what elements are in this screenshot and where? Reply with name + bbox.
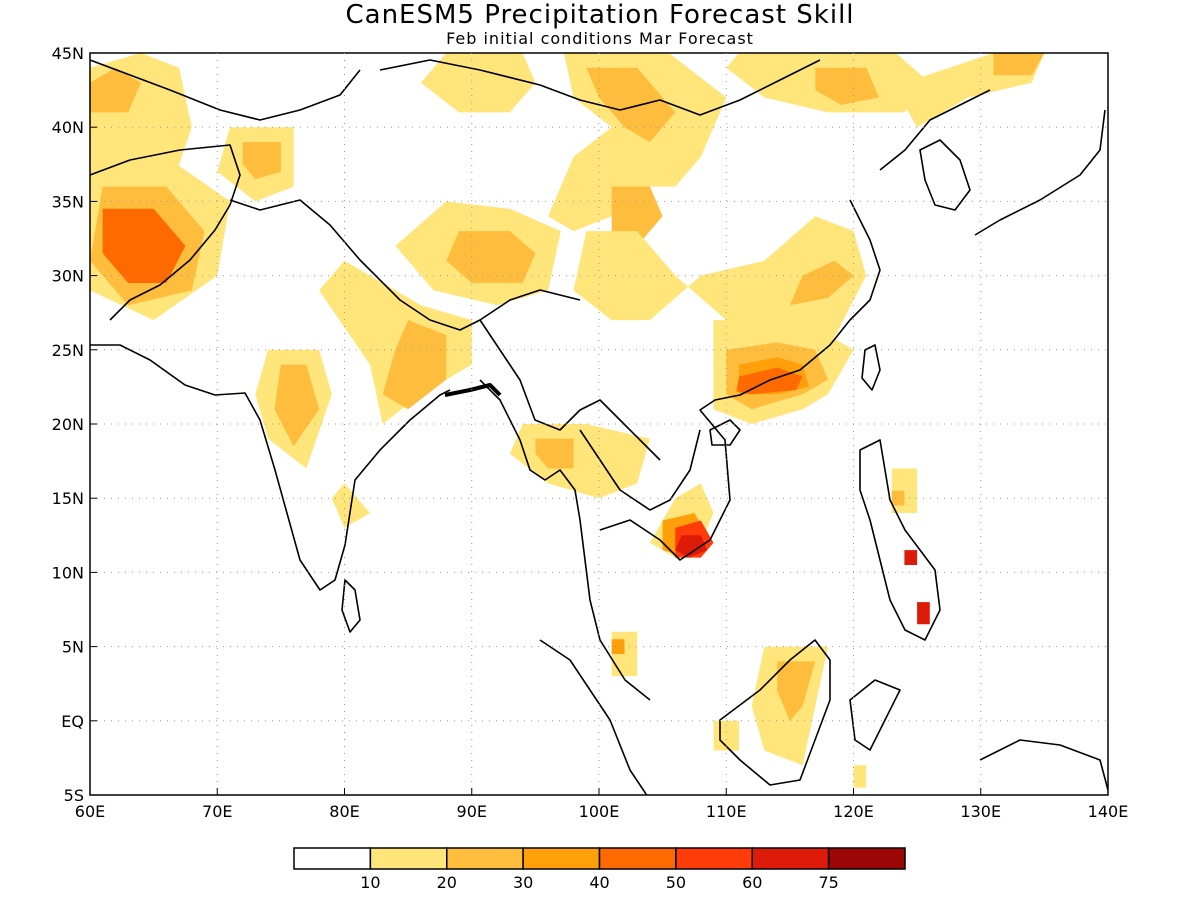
coastline-japan bbox=[974, 109, 1106, 236]
coastline-korea bbox=[919, 139, 971, 211]
x-tick-label: 70E bbox=[202, 802, 232, 821]
colorbar-swatch-5 bbox=[675, 847, 753, 870]
y-tick-label: EQ bbox=[61, 712, 84, 731]
skill-region-29 bbox=[789, 260, 854, 306]
coastline-borneo bbox=[719, 639, 831, 786]
skill-region-41 bbox=[904, 550, 918, 565]
coastline-bangladesh bbox=[444, 383, 502, 397]
colorbar-swatch-4 bbox=[598, 847, 677, 870]
skill-region-42 bbox=[917, 602, 930, 625]
y-tick-label: 5N bbox=[62, 638, 84, 657]
skill-region-33 bbox=[675, 535, 708, 558]
skill-region-34 bbox=[611, 631, 638, 677]
border-china-north-korea bbox=[879, 89, 991, 171]
border-laos-vietnam bbox=[579, 429, 701, 511]
skill-region-43 bbox=[853, 765, 867, 788]
y-tick-label: 35N bbox=[52, 192, 84, 211]
skill-region-13 bbox=[382, 320, 447, 410]
x-tick-label: 90E bbox=[457, 802, 487, 821]
coastline-hainan bbox=[709, 419, 741, 446]
colorbar-swatch-7 bbox=[827, 847, 906, 870]
skill-region-17 bbox=[548, 53, 727, 232]
colorbar-label: 75 bbox=[818, 873, 838, 892]
skill-region-21 bbox=[815, 67, 879, 105]
colorbar-label: 50 bbox=[666, 873, 686, 892]
chart-subtitle: Feb initial conditions Mar Forecast bbox=[446, 29, 754, 48]
border-pakistan bbox=[90, 144, 241, 321]
skill-region-39 bbox=[891, 468, 918, 513]
coastline-indochina bbox=[599, 199, 881, 561]
y-tick-label: 30N bbox=[52, 267, 84, 286]
colorbar-label: 20 bbox=[437, 873, 457, 892]
x-tick-label: 140E bbox=[1088, 802, 1129, 821]
y-tick-label: 10N bbox=[52, 563, 84, 582]
coastline-new-guinea bbox=[979, 739, 1108, 791]
coastline-sulawesi bbox=[849, 679, 901, 751]
skill-region-24 bbox=[573, 216, 867, 350]
skill-region-15 bbox=[535, 438, 574, 469]
y-tick-label: 45N bbox=[52, 44, 84, 63]
skill-region-1 bbox=[90, 67, 141, 113]
skill-region-16 bbox=[420, 53, 536, 113]
y-tick-label: 20N bbox=[52, 415, 84, 434]
colorbar-swatch-3 bbox=[522, 847, 601, 870]
border-myanmar bbox=[479, 319, 661, 461]
x-tick-label: 100E bbox=[579, 802, 620, 821]
coastline-taiwan bbox=[861, 344, 881, 391]
border-central-asia bbox=[90, 59, 361, 121]
coastline-philippines bbox=[859, 439, 941, 641]
y-tick-label: 40N bbox=[52, 118, 84, 137]
coastline-bay-of-bengal-east bbox=[479, 379, 651, 701]
colorbar-label: 40 bbox=[589, 873, 609, 892]
y-tick-label: 15N bbox=[52, 489, 84, 508]
chart-title: CanESM5 Precipitation Forecast Skill bbox=[345, 0, 855, 30]
skill-region-6 bbox=[242, 142, 281, 180]
x-tick-label: 80E bbox=[329, 802, 359, 821]
x-tick-label: 120E bbox=[833, 802, 874, 821]
skill-region-4 bbox=[102, 208, 186, 283]
y-tick-label: 25N bbox=[52, 341, 84, 360]
colorbar-swatch-0 bbox=[293, 847, 372, 870]
skill-region-8 bbox=[274, 364, 320, 447]
colorbar: 10 20 30 40 50 60 75 bbox=[293, 847, 906, 892]
skill-region-35 bbox=[611, 639, 625, 654]
skill-region-14 bbox=[509, 424, 650, 499]
skill-region-40 bbox=[891, 490, 905, 506]
coastline-sri-lanka bbox=[341, 579, 361, 633]
y-tick-label: 5S bbox=[64, 786, 84, 805]
colorbar-label: 30 bbox=[513, 873, 533, 892]
axes-layer: 60E 70E 80E 90E 100E 110E 120E 130E 140E 5S EQ 5N 10… bbox=[52, 44, 1129, 821]
skill-fill-layer bbox=[90, 53, 1045, 788]
coastline-malay bbox=[539, 639, 648, 795]
coastline-layer bbox=[90, 59, 1108, 795]
colorbar-label: 10 bbox=[360, 873, 380, 892]
x-tick-label: 110E bbox=[706, 802, 747, 821]
colorbar-swatch-1 bbox=[369, 847, 448, 870]
colorbar-swatch-6 bbox=[751, 847, 830, 870]
x-tick-label: 60E bbox=[75, 802, 105, 821]
coastline-india bbox=[90, 344, 451, 591]
colorbar-swatch-2 bbox=[446, 847, 524, 870]
skill-region-19 bbox=[611, 186, 663, 246]
skill-region-37 bbox=[777, 661, 816, 721]
x-tick-label: 130E bbox=[960, 802, 1001, 821]
skill-region-23 bbox=[993, 53, 1045, 76]
skill-region-18 bbox=[586, 67, 676, 142]
border-china-mongolia bbox=[379, 59, 821, 116]
colorbar-label: 60 bbox=[742, 873, 762, 892]
skill-region-11 bbox=[446, 231, 536, 283]
